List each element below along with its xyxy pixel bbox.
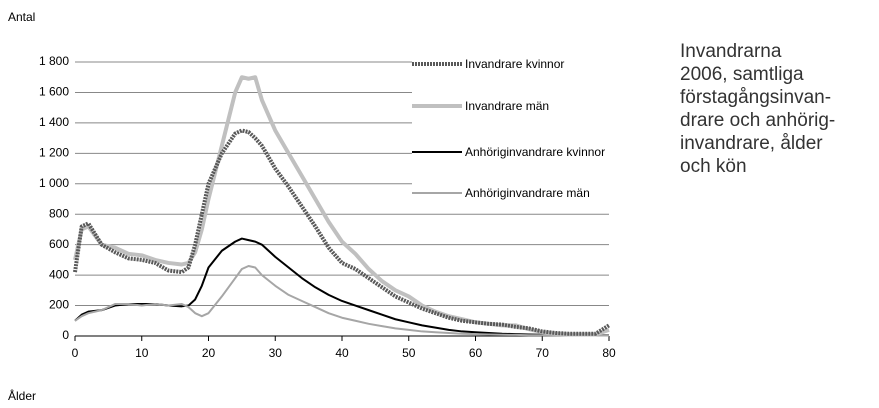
caption-line: Invandrarna <box>680 41 782 62</box>
legend-item: Anhöriginvandrare män <box>412 186 615 200</box>
legend-label: Anhöriginvandrare kvinnor <box>465 145 606 159</box>
x-tick-label: 10 <box>135 346 149 360</box>
legend-label: Anhöriginvandrare män <box>465 186 590 200</box>
legend-item: Invandrare kvinnor <box>412 57 615 71</box>
series-line <box>74 237 609 337</box>
y-tick-label: 1 400 <box>39 115 69 129</box>
legend-swatch <box>412 104 462 108</box>
y-tick-label: 1 200 <box>39 146 69 160</box>
caption-line: 2006, samtliga <box>680 64 804 85</box>
caption-line: drare och anhörig- <box>680 110 836 131</box>
y-axis-label: Antal <box>8 10 35 24</box>
x-axis-label: Ålder <box>8 388 36 403</box>
y-tick-label: 800 <box>49 206 69 220</box>
legend: Invandrare kvinnor Invandrare män Anhörigi… <box>412 52 627 212</box>
legend-label: Invandrare män <box>465 99 550 113</box>
y-tick-label: 600 <box>49 237 69 251</box>
caption: Invandrarna 2006, samtliga förstagångsinva… <box>680 40 835 178</box>
x-tick-label: 0 <box>72 346 79 360</box>
x-tick-label: 40 <box>335 346 349 360</box>
x-tick-label: 70 <box>536 346 550 360</box>
y-tick-label: 200 <box>49 298 69 312</box>
x-tick-label: 50 <box>402 346 416 360</box>
caption-line: förstagångsinvan- <box>680 87 832 108</box>
x-tick-label: 60 <box>469 346 483 360</box>
y-tick-label: 1 000 <box>39 176 69 190</box>
legend-swatch <box>412 151 462 153</box>
legend-item: Anhöriginvandrare kvinnor <box>412 145 615 159</box>
legend-label: Invandrare kvinnor <box>465 57 565 71</box>
caption-line: och kön <box>680 156 747 177</box>
y-tick-label: 400 <box>49 267 69 281</box>
series-line <box>74 264 609 337</box>
series-line <box>73 128 611 336</box>
x-tick-label: 20 <box>202 346 216 360</box>
y-tick-label: 1 600 <box>39 85 69 99</box>
caption-line: invandrare, ålder <box>680 133 823 154</box>
legend-item: Invandrare män <box>412 99 615 113</box>
y-tick-label: 1 800 <box>39 54 69 68</box>
x-tick-label: 80 <box>602 346 616 360</box>
legend-swatch <box>412 192 462 194</box>
x-tick-label: 30 <box>269 346 283 360</box>
legend-swatch <box>412 62 462 66</box>
y-tick-label: 0 <box>62 328 69 342</box>
